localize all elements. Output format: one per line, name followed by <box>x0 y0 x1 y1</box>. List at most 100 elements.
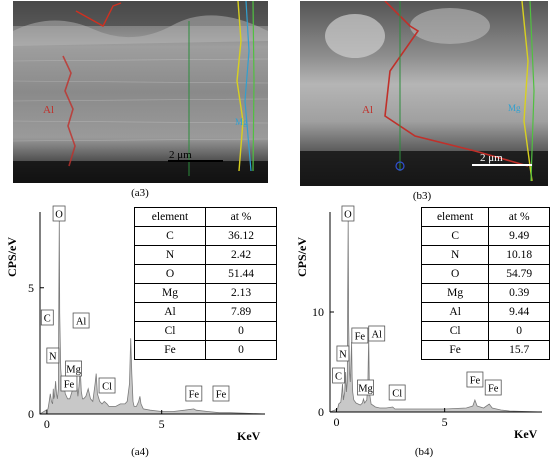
sem-a3-mg-label: Mg <box>235 117 248 127</box>
svg-text:O: O <box>55 210 63 221</box>
caption-b4: (b4) <box>414 446 434 458</box>
table-row: O 54.79 <box>420 264 550 284</box>
y-tick-label-b4: 10 <box>312 305 324 319</box>
at-percent-cell: 9.44 <box>488 302 550 322</box>
element-cell: C <box>134 226 206 246</box>
element-cell: Mg <box>134 283 206 303</box>
svg-text:Cl: Cl <box>392 389 402 400</box>
svg-text:Fe: Fe <box>189 390 200 401</box>
x-tick-label-b4: 5 <box>442 415 448 429</box>
peak-label-a4-4: Mg <box>65 360 82 377</box>
at-percent-cell: 0 <box>205 340 277 360</box>
table-row: C 36.12 <box>134 226 277 246</box>
table-row: Al 9.44 <box>420 302 550 322</box>
peak-label-b4-2: N <box>336 345 350 362</box>
sem-b3-scale-label: 2 μm <box>480 152 503 164</box>
caption-b3: (b3) <box>412 190 432 202</box>
svg-text:Al: Al <box>371 330 382 341</box>
spectrum-area-a4 <box>38 217 266 415</box>
svg-text:Al: Al <box>76 317 87 328</box>
sem-image-a3-svg: Al Mg 2 μm <box>12 0 269 183</box>
sem-image-a3: Al Mg 2 μm <box>12 0 269 183</box>
element-cell: Al <box>420 302 490 322</box>
y-tick-label-a4: 0 <box>28 407 34 421</box>
table-row: N 10.18 <box>420 245 550 265</box>
sem-image-b3-svg: Al Mg 2 μm <box>300 0 548 186</box>
x-tick-label-b4: 0 <box>333 415 339 429</box>
element-cell: N <box>420 245 490 265</box>
svg-text:Cl: Cl <box>102 382 112 393</box>
at-percent-cell: 2.13 <box>205 283 277 303</box>
at-percent-cell: 9.49 <box>488 226 550 246</box>
y-tick-label-a4: 5 <box>28 281 34 295</box>
y-axis-label-b4: CPS/eV <box>295 237 309 277</box>
x-tick-label-a4: 0 <box>44 417 50 431</box>
peak-label-a4-5: Al <box>72 312 90 329</box>
element-cell: Mg <box>420 283 490 303</box>
table-row: Cl 0 <box>420 321 550 341</box>
peak-label-b4-8: Fe <box>484 379 502 396</box>
at-percent-cell: 15.7 <box>488 340 550 360</box>
table-row: Mg 2.13 <box>134 283 277 303</box>
x-axis-label-a4: KeV <box>237 429 261 443</box>
at-percent-cell: 7.89 <box>205 302 277 322</box>
element-cell: Fe <box>134 340 206 360</box>
peak-label-b4-1: C <box>332 367 345 384</box>
sem-b3-al-label: Al <box>362 104 373 116</box>
svg-text:Fe: Fe <box>488 384 499 395</box>
composition-table-b4: element at % C 9.49 N 10.18 O 54.79 Mg 0.39 Al 9.… <box>420 207 550 360</box>
at-percent-cell: 0.39 <box>488 283 550 303</box>
element-cell: Al <box>134 302 206 322</box>
element-cell: O <box>134 264 206 284</box>
at-percent-cell: 0 <box>205 321 277 341</box>
table-row: N 2.42 <box>134 245 277 265</box>
svg-text:Mg: Mg <box>66 365 81 376</box>
x-tick-label-a4: 5 <box>159 417 165 431</box>
svg-text:Fe: Fe <box>355 332 366 343</box>
element-cell: N <box>134 245 206 265</box>
peak-label-b4-3: Fe <box>351 327 369 344</box>
element-cell: Cl <box>134 321 206 341</box>
sem-a3-al-label: Al <box>43 104 54 116</box>
composition-table-a4: element at % C 36.12 N 2.42 O 51.44 Mg 2.13 Al 7.… <box>134 207 277 360</box>
table-row: Fe 0 <box>134 340 277 360</box>
table-row: O 51.44 <box>134 264 277 284</box>
peak-label-b4-6: Cl <box>388 384 406 401</box>
peak-label-a4-7: Fe <box>185 385 203 402</box>
svg-text:Fe: Fe <box>470 376 481 387</box>
table-b4-header-element: element <box>420 207 490 227</box>
x-axis-label-b4: KeV <box>514 427 538 441</box>
peak-label-b4-0: O <box>341 205 355 222</box>
spectrum-area-b4 <box>329 216 543 413</box>
peak-label-a4-6: Cl <box>98 377 116 394</box>
table-b4-header-at: at % <box>488 207 550 227</box>
sem-image-b3: Al Mg 2 μm <box>300 0 548 186</box>
svg-text:N: N <box>49 352 57 363</box>
svg-text:Mg: Mg <box>358 384 373 395</box>
eds-spectrum-a4: 0 5 0 5 KeV CPS/eV O C N Fe Mg Al Cl Fe Fe <box>0 200 275 445</box>
peak-label-a4-8: Fe <box>212 385 230 402</box>
peak-label-b4-4: Al <box>368 325 386 342</box>
peak-label-a4-1: C <box>40 309 54 326</box>
peak-label-a4-2: N <box>46 347 60 364</box>
svg-text:N: N <box>339 350 347 361</box>
sem-b3-mg-label: Mg <box>508 103 521 113</box>
table-row: Cl 0 <box>134 321 277 341</box>
table-a4-header-element: element <box>134 207 206 227</box>
table-row: Mg 0.39 <box>420 283 550 303</box>
caption-a4: (a4) <box>131 446 149 458</box>
peak-label-a4-0: O <box>52 205 66 222</box>
at-percent-cell: 2.42 <box>205 245 277 265</box>
element-cell: O <box>420 264 490 284</box>
table-row: Al 7.89 <box>134 302 277 322</box>
element-cell: C <box>420 226 490 246</box>
eds-spectrum-b4: 0 5 0 10 KeV CPS/eV O C N Fe Al Mg Cl Fe Fe <box>290 200 550 445</box>
y-axis-label-a4: CPS/eV <box>5 237 19 277</box>
at-percent-cell: 10.18 <box>488 245 550 265</box>
at-percent-cell: 0 <box>488 321 550 341</box>
svg-text:C: C <box>44 314 51 325</box>
y-tick-label-b4: 0 <box>318 405 324 419</box>
at-percent-cell: 54.79 <box>488 264 550 284</box>
